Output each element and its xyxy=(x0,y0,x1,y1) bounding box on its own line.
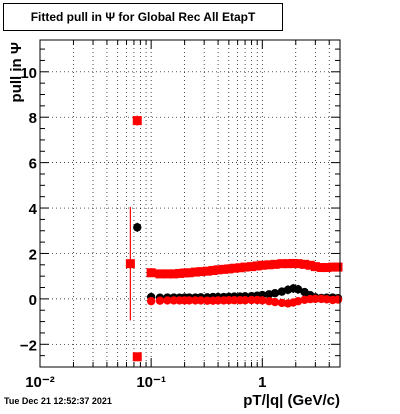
y-tick-label: −2 xyxy=(20,337,37,354)
data-point xyxy=(146,296,156,306)
data-point xyxy=(213,265,223,275)
data-point xyxy=(185,296,194,305)
data-point xyxy=(333,262,343,272)
y-tick-label: 6 xyxy=(29,156,37,173)
data-point xyxy=(258,296,267,305)
data-point xyxy=(132,352,142,362)
data-point xyxy=(293,296,303,306)
data-point xyxy=(208,265,218,275)
data-point xyxy=(229,263,239,273)
data-point xyxy=(196,296,206,305)
data-point xyxy=(270,288,280,298)
data-point xyxy=(196,267,206,277)
x-tick-label: 10⁻¹ xyxy=(136,374,166,391)
data-point xyxy=(184,268,194,278)
data-point xyxy=(132,116,142,126)
y-tick-label: 8 xyxy=(29,110,37,127)
data-point xyxy=(240,296,250,305)
data-point xyxy=(293,259,303,269)
data-point xyxy=(305,260,315,270)
data-point xyxy=(133,223,142,232)
data-point xyxy=(235,263,245,273)
data-point xyxy=(190,267,200,277)
data-point xyxy=(293,285,303,294)
x-tick-label: 1 xyxy=(258,374,266,391)
data-point xyxy=(169,269,179,279)
data-point xyxy=(240,262,250,272)
data-point xyxy=(202,266,212,276)
data-point xyxy=(180,268,190,278)
data-point xyxy=(155,296,165,305)
data-point xyxy=(175,268,185,278)
data-point xyxy=(264,260,274,270)
data-point xyxy=(300,259,310,269)
data-point xyxy=(311,294,320,304)
data-point xyxy=(224,264,234,274)
chart-title: Fitted pull in Ψ for Global Rec All Etap… xyxy=(3,3,283,31)
data-point xyxy=(322,263,332,273)
data-point xyxy=(270,259,280,269)
data-layer xyxy=(125,115,343,362)
grid-layer xyxy=(39,40,341,367)
timestamp: Tue Dec 21 12:52:37 2021 xyxy=(4,396,112,406)
y-axis-label: pull in Ψ xyxy=(8,42,25,102)
data-point xyxy=(125,259,135,269)
data-point xyxy=(316,263,326,273)
data-point xyxy=(146,268,156,278)
x-tick-label: 10⁻² xyxy=(25,374,55,391)
data-point xyxy=(277,259,287,269)
y-tick-label: 0 xyxy=(29,292,37,309)
data-point xyxy=(270,297,280,307)
data-point xyxy=(162,269,172,279)
y-tick-label: 2 xyxy=(29,246,37,263)
plot-frame xyxy=(39,39,341,368)
y-tick-label: 4 xyxy=(29,201,38,218)
data-point xyxy=(288,258,298,268)
series-1 xyxy=(125,115,343,362)
data-point xyxy=(257,260,267,270)
data-point xyxy=(283,259,293,269)
y-tick-label: 10 xyxy=(20,65,37,82)
data-point xyxy=(155,269,165,279)
data-point xyxy=(333,295,343,304)
ticks-layer: −2 0 2 4 6 8 10 10⁻² 10⁻¹ 1 xyxy=(20,40,341,391)
data-point xyxy=(163,296,172,305)
data-point xyxy=(277,298,287,308)
data-point xyxy=(328,262,338,272)
data-point xyxy=(252,261,262,271)
x-axis-label: pT/|q| (GeV/c) xyxy=(243,392,340,409)
data-point xyxy=(247,262,257,272)
data-point xyxy=(219,264,229,274)
data-point xyxy=(310,262,320,272)
series-2 xyxy=(146,294,343,308)
